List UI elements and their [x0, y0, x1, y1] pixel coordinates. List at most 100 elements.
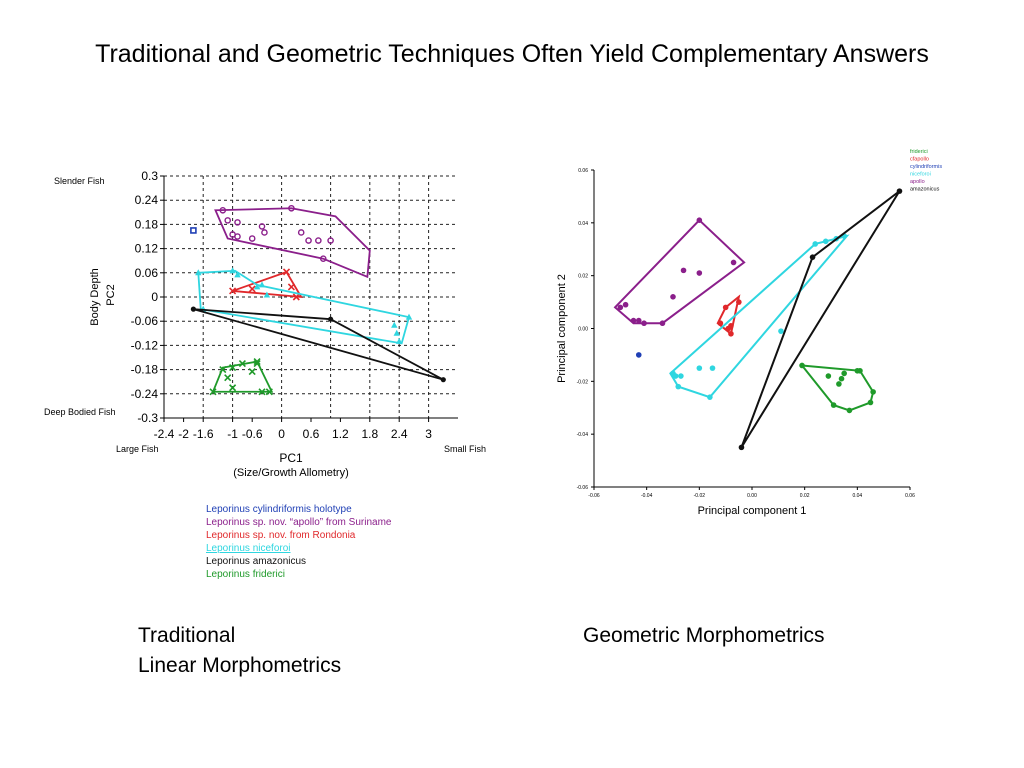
data-point [707, 394, 713, 400]
data-point [238, 359, 246, 368]
data-point [229, 364, 237, 372]
data-point [253, 359, 261, 368]
data-point [672, 373, 679, 379]
data-point [635, 317, 642, 324]
data-point [258, 223, 266, 230]
data-point [265, 388, 273, 396]
legend-entry: apollo [910, 179, 925, 185]
x-axis-sublabel: (Size/Growth Allometry) [233, 467, 349, 479]
series-5 [209, 357, 274, 396]
data-point [641, 320, 647, 327]
series-hull [613, 218, 746, 325]
data-point [327, 237, 334, 244]
data-point [297, 229, 305, 236]
data-point [209, 388, 217, 396]
legend-entry: Leporinus amazonicus [206, 556, 306, 567]
data-point [728, 330, 734, 337]
data-point [778, 328, 784, 334]
series-5 [738, 188, 903, 451]
y-tick-label: 0 [151, 290, 158, 304]
y-axis-label: Principal component 2 [556, 274, 568, 383]
x-tick-label: 0.04 [852, 493, 862, 499]
x-tick-label: -0.02 [694, 493, 706, 499]
legend-entry: cylindriformis [910, 164, 942, 170]
data-point [830, 402, 837, 408]
y-tick-label: 0.24 [135, 193, 159, 207]
series-0 [799, 362, 876, 414]
x-tick-label: 3 [425, 427, 432, 441]
y-tick-label: -0.24 [131, 387, 159, 401]
x-tick-label: 0.02 [800, 493, 810, 499]
y-axis-sublabel: PC2 [105, 284, 117, 305]
x-tick-label: 0.06 [905, 493, 915, 499]
data-point [229, 267, 236, 274]
data-point [288, 204, 295, 212]
data-point [622, 301, 629, 308]
annotation-small-fish: Small Fish [444, 444, 486, 454]
series-hull [211, 360, 274, 393]
data-point [287, 283, 295, 291]
y-tick-label: -0.3 [137, 411, 158, 425]
annotation-large-fish: Large Fish [116, 444, 159, 454]
series-3 [669, 233, 850, 400]
data-point [617, 304, 624, 311]
y-tick-label: -0.04 [577, 432, 589, 438]
data-point [896, 188, 903, 194]
y-tick-label: 0.06 [578, 168, 588, 174]
data-point [867, 399, 874, 406]
data-point [234, 271, 241, 278]
data-point [857, 367, 863, 374]
data-point [234, 233, 241, 240]
data-point [248, 235, 256, 242]
legend-entry: Leporinus sp. nov. from Rondonia [206, 530, 356, 541]
series-1 [214, 204, 371, 279]
caption-traditional-line2: Linear Morphometrics [138, 654, 342, 677]
data-point [258, 281, 266, 288]
data-point [319, 255, 327, 262]
x-tick-label: -0.06 [588, 493, 600, 499]
data-point [315, 237, 322, 244]
series-hull [197, 269, 411, 345]
annotation-slender-fish: Slender Fish [54, 176, 105, 186]
x-tick-label: -2 [178, 427, 189, 441]
data-point [224, 374, 232, 382]
data-point [678, 373, 684, 379]
y-axis-label: Body Depth [89, 268, 101, 325]
data-point [190, 227, 197, 234]
data-point [675, 383, 682, 390]
data-point [846, 407, 853, 414]
y-tick-label: -0.02 [577, 379, 589, 385]
data-point [722, 304, 729, 311]
series-hull [799, 364, 875, 412]
legend-entry: Leporinus cylindriformis holotype [206, 504, 352, 515]
legend-entry: amazonicus [910, 187, 940, 193]
y-tick-label: 0.18 [135, 217, 159, 231]
data-point [630, 317, 637, 324]
data-point [224, 217, 231, 224]
data-point [261, 229, 268, 236]
data-point [396, 337, 403, 344]
data-point [229, 384, 237, 392]
data-point [809, 254, 816, 260]
y-tick-label: -0.06 [131, 314, 159, 328]
y-tick-label: -0.18 [131, 363, 159, 377]
data-point [812, 241, 818, 247]
data-point [696, 270, 703, 276]
y-tick-label: 0.04 [578, 221, 588, 227]
x-axis-label: Principal component 1 [698, 505, 807, 517]
data-point [736, 299, 742, 305]
data-point [248, 285, 256, 293]
y-tick-label: -0.06 [577, 485, 589, 491]
x-axis-label: PC1 [279, 451, 303, 465]
series-2 [635, 352, 642, 358]
data-point [258, 388, 266, 396]
data-point [282, 268, 291, 276]
legend: Leporinus cylindriformis holotype Leporin… [206, 504, 392, 580]
caption-traditional: Traditional Linear Morphometrics [138, 621, 341, 681]
data-point [838, 375, 845, 382]
series-hull [193, 308, 444, 381]
data-point [730, 259, 737, 266]
data-point [393, 329, 400, 336]
data-point [253, 357, 261, 366]
